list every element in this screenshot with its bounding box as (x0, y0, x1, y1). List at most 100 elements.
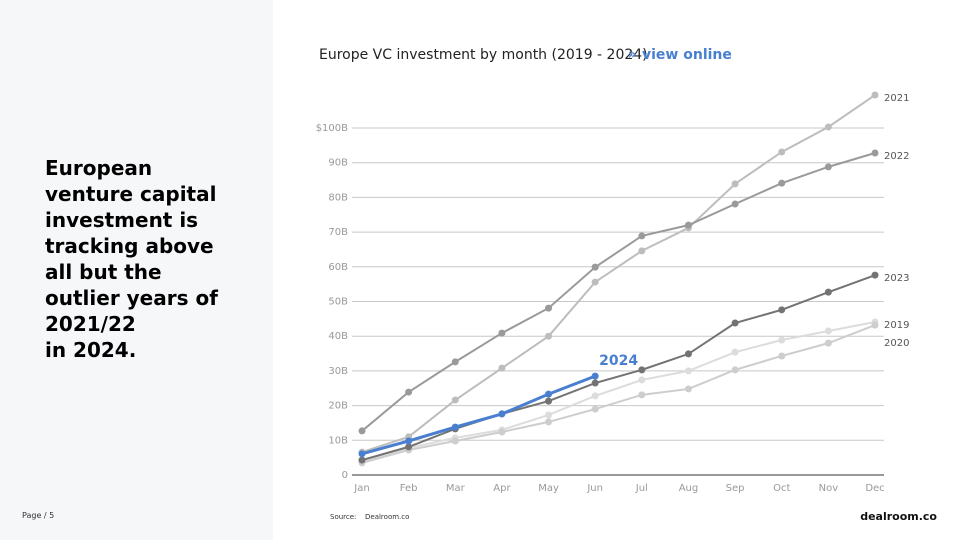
y-tick-label: 0 (342, 470, 348, 481)
series-label: 2020 (884, 338, 909, 349)
headline-line: investment is (45, 208, 199, 232)
series-line (361, 94, 876, 454)
data-point (358, 456, 366, 464)
headline-line: tracking above (45, 234, 214, 258)
y-tick-label: 50B (328, 297, 348, 308)
series-line (361, 274, 876, 462)
data-point (498, 329, 506, 337)
data-point (824, 163, 832, 171)
data-point (451, 423, 459, 431)
data-point (778, 179, 786, 187)
series-label: 2023 (884, 273, 909, 284)
data-point (684, 385, 692, 393)
data-point (405, 388, 413, 396)
data-point (871, 149, 879, 157)
data-point (591, 263, 599, 271)
data-point (545, 304, 553, 312)
data-point (778, 148, 786, 156)
data-point (731, 366, 739, 374)
data-point (731, 319, 739, 327)
y-tick-label: 30B (328, 366, 348, 377)
x-tick-label: Dec (865, 483, 884, 494)
headline-line: venture capital (45, 182, 217, 206)
data-point (871, 321, 879, 329)
y-tick-label: 90B (328, 158, 348, 169)
data-point (591, 372, 599, 380)
data-point (498, 410, 506, 418)
series-line (361, 320, 876, 463)
data-point (824, 123, 832, 131)
x-tick-label: Feb (400, 483, 418, 494)
data-point (824, 288, 832, 296)
data-point (638, 376, 646, 384)
data-point (591, 379, 599, 387)
headline-line: all but the (45, 260, 162, 284)
x-tick-label: Oct (773, 483, 790, 494)
chart-title: Europe VC investment by month (2019 - 20… (319, 47, 648, 63)
headline-line: outlier years of (45, 286, 218, 310)
series-label: 2021 (884, 93, 909, 104)
data-point (358, 450, 366, 458)
data-point (731, 200, 739, 208)
source: Dealroom.co (365, 513, 409, 521)
data-point (405, 443, 413, 451)
x-tick-label: Nov (819, 483, 839, 494)
view-online-link[interactable]: view online (642, 47, 732, 63)
y-tick-label: 40B (328, 331, 348, 342)
y-tick-label: $100B (316, 123, 348, 134)
data-point (451, 396, 459, 404)
side-panel: European venture capital investment is trac… (0, 0, 273, 540)
data-point (638, 247, 646, 255)
data-point (778, 336, 786, 344)
data-point (405, 437, 413, 445)
x-tick-label: Sep (726, 483, 745, 494)
data-point (684, 221, 692, 229)
x-tick-label: Jun (586, 483, 603, 494)
headline-line: in 2024. (45, 338, 137, 362)
data-point (591, 278, 599, 286)
data-point (591, 392, 599, 400)
data-point (731, 180, 739, 188)
headline: European venture capital investment is trac… (45, 155, 218, 363)
x-tick-label: Aug (679, 483, 699, 494)
series-line (361, 152, 876, 432)
x-tick-label: Jan (353, 483, 369, 494)
headline-line: European (45, 156, 153, 180)
data-point (498, 428, 506, 436)
series-label: 2022 (884, 151, 909, 162)
data-point (824, 327, 832, 335)
data-point (358, 427, 366, 435)
y-tick-label: 80B (328, 192, 348, 203)
data-point (638, 232, 646, 240)
source-label: Source: (330, 513, 356, 521)
x-tick-label: May (538, 483, 559, 494)
data-point (451, 358, 459, 366)
data-point (638, 391, 646, 399)
series-label: 2019 (884, 320, 909, 331)
data-point (824, 339, 832, 347)
data-point (451, 437, 459, 445)
y-tick-label: 70B (328, 227, 348, 238)
series-line (361, 374, 596, 456)
headline-line: 2021/22 (45, 312, 136, 336)
series-label: 2024 (599, 353, 638, 369)
logo: dealroom.co (860, 510, 937, 523)
x-tick-label: Apr (493, 483, 511, 494)
data-point (545, 390, 553, 398)
data-point (545, 411, 553, 419)
link-marker: » (628, 48, 636, 63)
y-tick-label: 60B (328, 262, 348, 273)
data-point (545, 418, 553, 426)
data-point (545, 397, 553, 405)
series-line (361, 324, 876, 464)
data-point (731, 348, 739, 356)
data-point (498, 364, 506, 372)
data-point (591, 405, 599, 413)
data-point (684, 350, 692, 358)
data-point (545, 332, 553, 340)
data-point (778, 306, 786, 314)
page-number: Page / 5 (22, 511, 55, 520)
y-tick-label: 20B (328, 401, 348, 412)
